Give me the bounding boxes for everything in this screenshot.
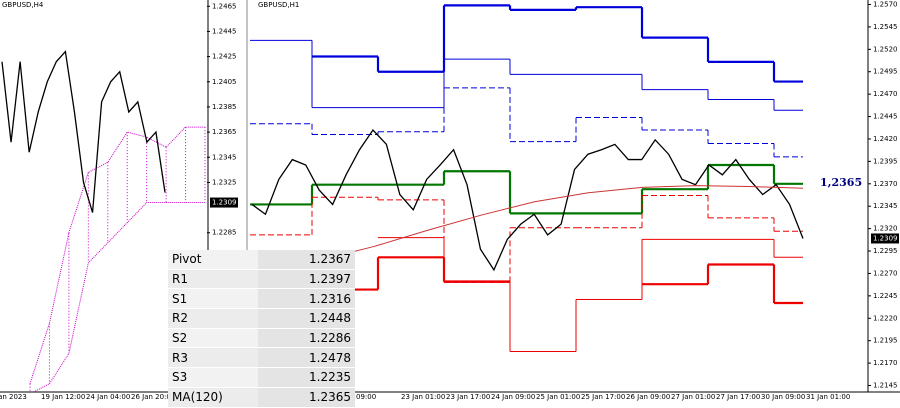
y-tick-label: 1.2425 [212, 53, 237, 61]
y-tick-label: 1.2145 [873, 382, 898, 390]
y-tick-label: 1.2220 [873, 314, 898, 322]
level-name: S3 [168, 367, 258, 388]
level-name: R2 [168, 308, 258, 329]
table-row: MA(120) 1.2365 [168, 387, 355, 408]
moving-average [319, 185, 804, 261]
y-tick-label: 1.2395 [873, 157, 898, 165]
chart-title: GBPUSD,H4 [2, 1, 44, 9]
level-value: 1.2235 [258, 367, 355, 388]
y-tick-label: 1.2320 [873, 225, 898, 233]
current-price-box [210, 197, 238, 208]
pivot-table: Pivot 1.2367 R1 1.2397 S1 1.2316 R2 1.2448 S2 1.2… [168, 250, 355, 408]
y-tick-label: 1.2465 [212, 2, 237, 10]
level-name: MA(120) [168, 387, 258, 408]
x-tick-label: 25 Jan 17:00 [581, 393, 625, 401]
x-tick-label: 19 Jan 12:00 [41, 393, 85, 401]
x-tick-label: 24 Jan 09:00 [491, 393, 535, 401]
x-tick-label: 25 Jan 01:00 [536, 393, 580, 401]
level-value: 1.2478 [258, 347, 355, 369]
y-tick-label: 1.2545 [873, 23, 898, 31]
x-tick-label: 09:00 [356, 393, 376, 401]
current-price-label: 1.2309 [873, 234, 898, 242]
x-tick-label: 24 Jan 04:00 [86, 393, 130, 401]
current-price-label: 1.2309 [212, 199, 237, 207]
table-row: R1 1.2397 [168, 269, 355, 290]
level-name: S1 [168, 288, 258, 310]
y-tick-label: 1.2195 [873, 337, 898, 345]
y-tick-label: 1.2445 [212, 27, 237, 35]
table-row: S2 1.2286 [168, 328, 355, 349]
level-value: 1.2365 [258, 387, 355, 408]
y-tick-label: 1.2495 [873, 68, 898, 76]
y-tick-label: 1.2345 [212, 153, 237, 161]
y-tick-label: 1.2370 [873, 180, 898, 188]
level-name: R3 [168, 347, 258, 369]
y-tick-label: 1.2520 [873, 45, 898, 53]
y-tick-label: 1.2365 [212, 128, 237, 136]
table-row: S3 1.2235 [168, 367, 355, 388]
level-value: 1.2367 [258, 250, 355, 270]
level-value: 1.2397 [258, 269, 355, 290]
level-value: 1.2448 [258, 308, 355, 329]
x-tick-label: 31 Jan 01:00 [806, 393, 850, 401]
x-tick-label: 30 Jan 09:00 [761, 393, 805, 401]
y-tick-label: 1.2385 [212, 103, 237, 111]
y-tick-label: 1.2170 [873, 359, 898, 367]
table-row: R2 1.2448 [168, 308, 355, 329]
level-value: 1.2316 [258, 288, 355, 310]
level-value: 1.2286 [258, 328, 355, 349]
price-line [251, 128, 804, 272]
x-tick-label: 23 Jan 01:00 [401, 393, 445, 401]
y-tick-label: 1.2470 [873, 90, 898, 98]
plot-area [1, 50, 206, 392]
plot-area [250, 4, 804, 352]
y-tick-label: 1.2570 [873, 0, 898, 8]
annotation: 1,2365 [820, 176, 862, 189]
y-tick-label: 1.2285 [212, 229, 237, 237]
y-tick-label: 1.2445 [873, 113, 898, 121]
x-tick-label: 27 Jan 17:00 [716, 393, 760, 401]
level-name: S2 [168, 328, 258, 349]
y-tick-label: 1.2270 [873, 269, 898, 277]
y-tick-label: 1.2295 [873, 247, 898, 255]
y-tick-label: 1.2245 [873, 292, 898, 300]
cloud-edge [32, 202, 205, 392]
current-price-box [871, 233, 899, 244]
price-line [1, 50, 166, 213]
chart-title: GBPUSD,H1 [258, 1, 299, 9]
x-tick-label: 26 Jan 09:00 [626, 393, 670, 401]
table-row: R3 1.2478 [168, 347, 355, 369]
x-tick-label: 23 Jan 17:00 [446, 393, 490, 401]
x-tick-label: 27 Jan 01:00 [671, 393, 715, 401]
x-tick-label: 26 Jan 20:00 [131, 393, 175, 401]
y-tick-label: 1.2405 [212, 78, 237, 86]
table-row: Pivot 1.2367 [168, 250, 355, 270]
x-tick-label: Jan 2023 [0, 393, 27, 401]
level-name: R1 [168, 269, 258, 290]
table-row: S1 1.2316 [168, 288, 355, 310]
y-tick-label: 1.2345 [873, 202, 898, 210]
level-name: Pivot [168, 250, 258, 270]
y-tick-label: 1.2420 [873, 135, 898, 143]
y-tick-label: 1.2325 [212, 178, 237, 186]
